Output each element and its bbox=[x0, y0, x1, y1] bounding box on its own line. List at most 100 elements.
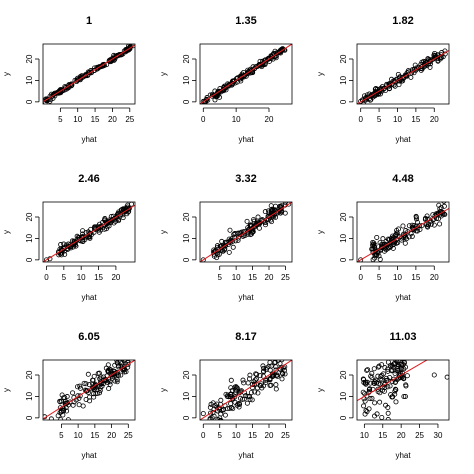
data-point bbox=[402, 393, 408, 399]
data-point bbox=[395, 240, 401, 246]
panel-title: 3.32 bbox=[235, 173, 256, 185]
data-point bbox=[114, 360, 120, 366]
data-point bbox=[212, 97, 218, 103]
x-tick-label: 5 bbox=[59, 431, 64, 440]
points bbox=[358, 202, 448, 262]
data-point bbox=[372, 379, 378, 385]
y-tick-label: 10 bbox=[182, 233, 191, 242]
panel-title: 1.82 bbox=[392, 15, 413, 27]
data-point bbox=[120, 215, 126, 221]
y-axis-label: y bbox=[159, 72, 168, 76]
x-tick-label: 20 bbox=[397, 431, 406, 440]
data-point bbox=[274, 372, 280, 378]
y-tick-label: 0 bbox=[182, 415, 191, 420]
x-tick-label: 20 bbox=[265, 431, 274, 440]
x-tick-label: 15 bbox=[90, 431, 99, 440]
x-tick-label: 0 bbox=[358, 273, 363, 282]
data-point bbox=[385, 410, 391, 416]
data-point bbox=[69, 238, 75, 244]
y-tick-label: 10 bbox=[25, 391, 34, 400]
data-point bbox=[380, 236, 386, 242]
fit-line bbox=[200, 202, 292, 262]
data-point bbox=[374, 411, 380, 417]
data-point bbox=[218, 418, 224, 420]
data-point bbox=[103, 376, 109, 382]
data-point bbox=[267, 377, 273, 383]
data-point bbox=[221, 407, 227, 413]
data-point bbox=[218, 397, 224, 403]
data-point bbox=[444, 374, 449, 380]
data-point bbox=[97, 221, 103, 227]
data-point bbox=[253, 376, 259, 382]
data-point bbox=[91, 391, 97, 397]
data-point bbox=[48, 416, 54, 420]
data-point bbox=[406, 360, 410, 361]
y-tick-label: 0 bbox=[339, 257, 348, 262]
panel-3: 1.82 0 5 10 15 20 0 10 20 yhat y bbox=[316, 15, 450, 144]
data-point bbox=[425, 222, 431, 228]
data-point bbox=[417, 226, 423, 232]
y-tick-label: 10 bbox=[339, 391, 348, 400]
data-point bbox=[393, 399, 399, 405]
data-point bbox=[372, 400, 378, 406]
data-point bbox=[239, 73, 245, 79]
x-tick-label: 15 bbox=[248, 431, 257, 440]
x-tick-label: 0 bbox=[201, 431, 206, 440]
data-point bbox=[387, 243, 393, 249]
plot-frame bbox=[42, 359, 136, 421]
data-point bbox=[222, 412, 228, 418]
y-tick-label: 10 bbox=[25, 233, 34, 242]
points bbox=[360, 351, 449, 420]
x-axis-label: yhat bbox=[238, 135, 254, 144]
y-tick-label: 10 bbox=[339, 233, 348, 242]
y-tick-label: 10 bbox=[182, 391, 191, 400]
data-point bbox=[399, 237, 405, 243]
x-axis-label: yhat bbox=[81, 451, 97, 460]
plot-frame bbox=[42, 201, 136, 263]
data-point bbox=[397, 353, 401, 357]
data-point bbox=[61, 241, 67, 247]
y-tick-label: 0 bbox=[182, 99, 191, 104]
data-point bbox=[230, 395, 236, 401]
data-point bbox=[252, 389, 258, 395]
plot-frame bbox=[199, 201, 293, 263]
data-point bbox=[106, 386, 112, 392]
data-point bbox=[250, 229, 256, 235]
data-point bbox=[375, 250, 381, 256]
x-tick-label: 5 bbox=[217, 273, 222, 282]
data-point bbox=[255, 390, 261, 396]
data-point bbox=[360, 97, 366, 103]
data-point bbox=[419, 66, 425, 72]
data-point bbox=[442, 212, 448, 218]
data-point bbox=[373, 86, 379, 92]
panel-8: 8.17 0 5 10 15 20 25 0 10 20 yhat y bbox=[159, 331, 293, 460]
data-point bbox=[403, 383, 409, 389]
panel-title: 2.46 bbox=[78, 173, 99, 185]
data-point bbox=[425, 56, 431, 62]
data-point bbox=[119, 360, 125, 366]
data-point bbox=[377, 390, 383, 396]
data-point bbox=[263, 379, 269, 385]
data-point bbox=[390, 394, 396, 400]
data-point bbox=[260, 363, 266, 369]
data-point bbox=[371, 351, 375, 355]
data-point bbox=[111, 220, 117, 226]
data-point bbox=[431, 52, 437, 58]
x-tick-label: 10 bbox=[393, 115, 402, 124]
data-point bbox=[70, 402, 76, 408]
data-point bbox=[365, 367, 371, 373]
data-point bbox=[81, 380, 87, 386]
data-point bbox=[228, 394, 234, 400]
x-tick-label: 10 bbox=[360, 431, 369, 440]
data-point bbox=[121, 367, 127, 373]
data-point bbox=[107, 366, 113, 372]
x-tick-label: 5 bbox=[377, 273, 382, 282]
data-point bbox=[382, 365, 388, 371]
data-point bbox=[249, 397, 255, 403]
data-point bbox=[91, 394, 97, 400]
data-point bbox=[96, 370, 102, 376]
panel-9: 11.03 10 15 20 25 30 0 10 20 yhat y bbox=[316, 331, 450, 460]
data-point bbox=[64, 408, 70, 414]
data-point bbox=[362, 411, 368, 417]
